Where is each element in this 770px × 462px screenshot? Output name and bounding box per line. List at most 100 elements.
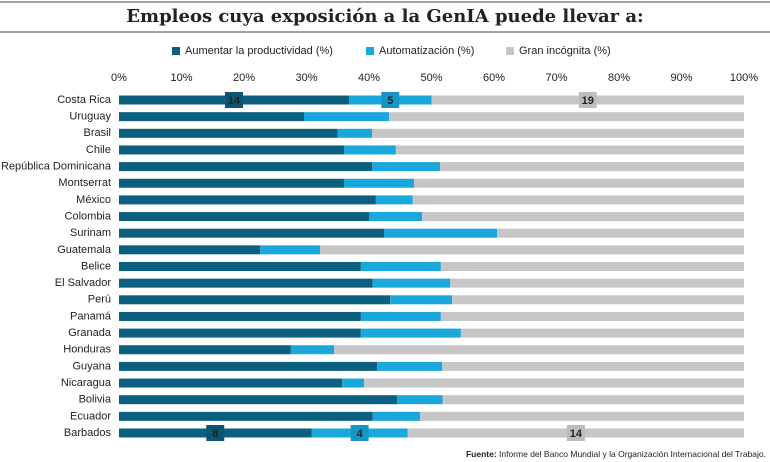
- bar-segment: [377, 361, 443, 371]
- x-tick-label: 70%: [545, 72, 567, 84]
- chart-title: Empleos cuya exposición a la GenIA puede…: [126, 6, 643, 27]
- source: Fuente: Informe del Banco Mundial y la O…: [466, 449, 766, 459]
- bar-segment: [334, 345, 744, 355]
- category-label: Colombia: [65, 210, 112, 222]
- bar-segment: [260, 245, 321, 255]
- bar-segment: [395, 145, 744, 155]
- bar-segment: [344, 145, 396, 155]
- bar-segment: [119, 295, 391, 305]
- category-label: Nicaragua: [61, 377, 112, 389]
- bar-segment: [304, 112, 389, 122]
- legend-swatch: [366, 47, 374, 55]
- x-tick-label: 40%: [358, 72, 380, 84]
- x-tick-label: 60%: [483, 72, 505, 84]
- x-tick-label: 100%: [730, 72, 758, 84]
- count-label: 14: [570, 428, 583, 440]
- category-label: Panamá: [70, 310, 112, 322]
- bar-segment: [119, 145, 344, 155]
- bar-segment: [119, 228, 384, 238]
- bar-segment: [422, 212, 744, 222]
- bar-segment: [119, 411, 373, 421]
- x-tick-label: 0%: [111, 72, 127, 84]
- bar-segment: [119, 195, 376, 205]
- x-tick-label: 10%: [170, 72, 192, 84]
- x-tick-label: 50%: [420, 72, 442, 84]
- category-label: República Dominicana: [1, 161, 112, 173]
- bar-segment: [119, 262, 361, 271]
- bar-segment: [119, 162, 373, 172]
- bar-segment: [442, 361, 744, 371]
- legend-label: Aumentar la productividad (%): [185, 45, 333, 57]
- legend-label: Gran incógnita (%): [519, 45, 611, 57]
- bar-segment: [372, 128, 744, 138]
- category-label: Granada: [68, 327, 112, 339]
- category-label: Ecuador: [70, 410, 111, 422]
- bar-segment: [372, 411, 421, 421]
- bar-segment: [344, 178, 414, 188]
- count-badge: [350, 425, 369, 441]
- bar-segment: [440, 162, 744, 172]
- bar-segment: [420, 411, 744, 421]
- legend-label: Automatización (%): [379, 45, 474, 57]
- category-label: Uruguay: [69, 111, 111, 123]
- bar-segment: [119, 395, 398, 405]
- bar-segment: [320, 245, 744, 255]
- category-label: Honduras: [63, 344, 111, 356]
- category-label: Guatemala: [57, 244, 112, 256]
- source-label: Fuente:: [466, 449, 497, 459]
- count-label: 8: [212, 428, 218, 440]
- bar-segment: [119, 361, 378, 371]
- bar-segment: [440, 262, 744, 271]
- bar-segment: [372, 278, 451, 288]
- count-label: 14: [228, 95, 241, 107]
- bar-segment: [389, 112, 744, 122]
- category-label: Bolivia: [79, 394, 112, 406]
- bar-segment: [397, 395, 443, 405]
- bar-segment: [119, 345, 291, 355]
- category-label: Surinam: [70, 227, 111, 239]
- source-text: Informe del Banco Mundial y la Organizac…: [499, 449, 766, 459]
- bar-segment: [119, 112, 304, 122]
- bar-segment: [360, 311, 441, 321]
- bar-segment: [360, 262, 441, 271]
- category-label: Perú: [88, 294, 111, 306]
- category-label: Chile: [86, 144, 111, 156]
- category-label: Brasil: [83, 127, 111, 139]
- category-label: Guyana: [72, 360, 111, 372]
- bar-segment: [119, 378, 343, 388]
- bar-segment: [119, 245, 261, 255]
- legend-swatch: [506, 47, 514, 55]
- bar-segment: [450, 278, 744, 288]
- bar-segment: [342, 378, 364, 388]
- bar-segment: [369, 212, 423, 222]
- category-label: Montserrat: [58, 177, 111, 189]
- bar-segment: [119, 128, 338, 138]
- bar-segment: [119, 212, 369, 222]
- bar-segment: [290, 345, 334, 355]
- category-label: Barbados: [64, 427, 112, 439]
- bar-segment: [375, 195, 413, 205]
- count-badge: [225, 92, 243, 108]
- count-label: 19: [582, 95, 594, 107]
- count-badge: [566, 425, 585, 441]
- count-label: 5: [387, 95, 393, 107]
- category-label: El Salvador: [55, 277, 112, 289]
- bar-segment: [460, 328, 744, 338]
- bar-segment: [412, 195, 744, 205]
- bar-segment: [119, 178, 344, 188]
- bar-segment: [364, 378, 744, 388]
- bar-segment: [442, 395, 744, 405]
- bar-segment: [384, 228, 498, 238]
- legend-swatch: [172, 47, 180, 55]
- bar-segment: [414, 178, 744, 188]
- bar-segment: [452, 295, 744, 305]
- bar-segment: [119, 328, 361, 338]
- category-label: Belice: [81, 260, 111, 272]
- bar-segment: [119, 278, 373, 288]
- count-badge: [206, 425, 225, 441]
- category-label: México: [76, 194, 111, 206]
- bar-segment: [390, 295, 453, 305]
- bar-segment: [372, 162, 441, 172]
- x-tick-label: 30%: [295, 72, 317, 84]
